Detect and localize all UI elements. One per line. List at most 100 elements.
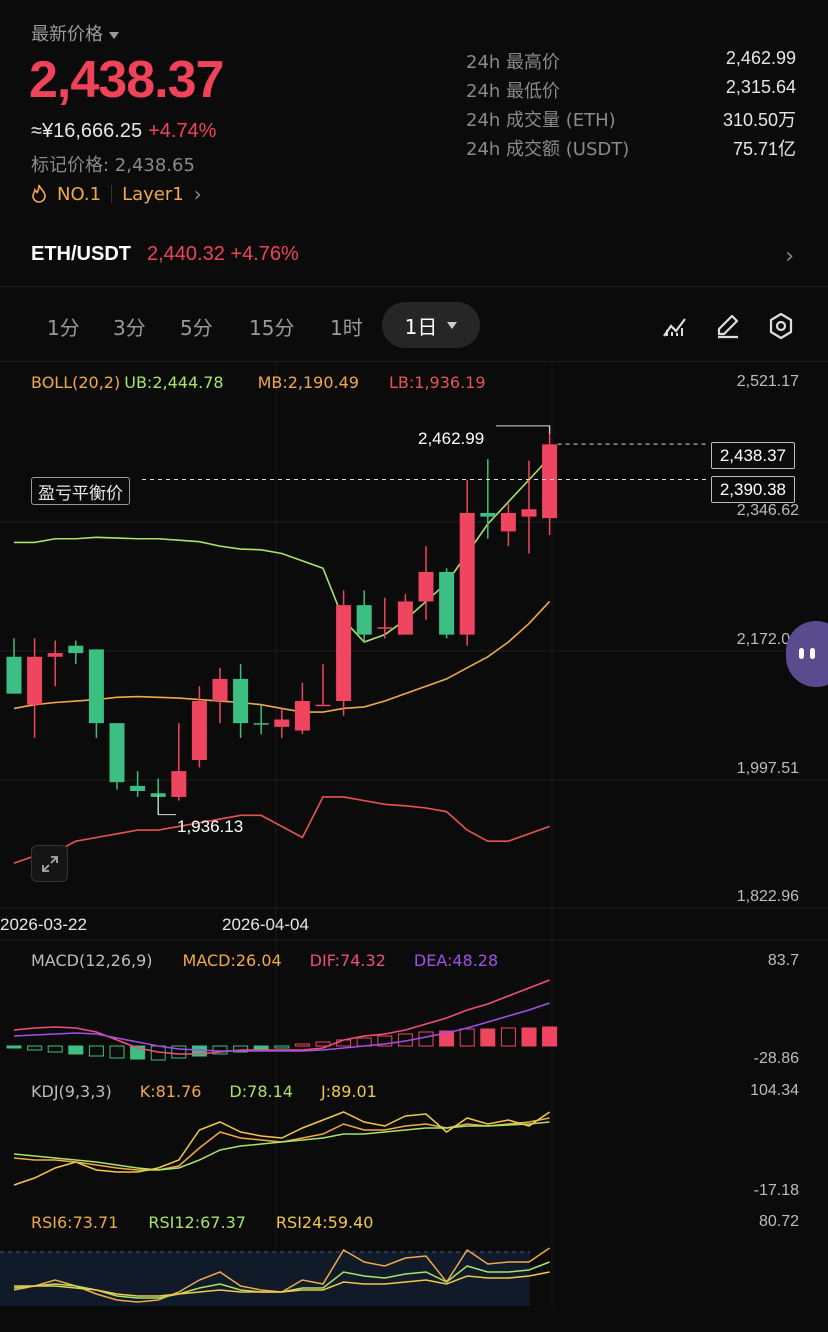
- latest-price-dropdown[interactable]: 最新价格: [31, 20, 119, 46]
- candle-body: [459, 512, 475, 635]
- candle-body: [130, 785, 146, 792]
- axis-label: -28.86: [753, 1050, 799, 1067]
- rank-tag: NO.1: [57, 183, 102, 205]
- tab-1h[interactable]: 1时: [330, 316, 363, 340]
- last-price: 2,438.37: [29, 51, 224, 109]
- candle-body: [253, 723, 269, 725]
- candle-body: [397, 601, 413, 635]
- boll-lb-line: [13, 796, 550, 865]
- settings-icon[interactable]: [767, 312, 795, 340]
- candle-body: [336, 605, 352, 702]
- candle-body: [191, 701, 207, 761]
- axis-label: 80.72: [758, 1213, 799, 1230]
- boll-name: BOLL(20,2): [31, 373, 121, 392]
- mark-price: 标记价格: 2,438.65: [31, 155, 195, 176]
- stat-row: 24h 成交额 (USDT) 75.71亿: [466, 139, 796, 160]
- candle-body: [542, 444, 558, 519]
- j-line: [13, 1111, 551, 1186]
- macd-bar: [521, 1027, 537, 1047]
- category-tag: Layer1: [122, 183, 184, 205]
- divider: [0, 286, 828, 287]
- macd-bar: [439, 1030, 455, 1047]
- macd-bar: [27, 1045, 43, 1051]
- macd-bar: [294, 1043, 310, 1047]
- candle-body: [439, 571, 455, 635]
- caret-down-icon: [447, 321, 458, 329]
- change-percent: +4.74%: [148, 120, 217, 142]
- high-leader: [496, 425, 551, 434]
- chevron-right-icon[interactable]: ›: [785, 244, 794, 269]
- candle-body: [377, 627, 393, 629]
- macd-bar: [480, 1028, 496, 1047]
- macd-bar: [459, 1028, 475, 1047]
- candle-body: [212, 678, 228, 702]
- kdj-legend: KDJ(9,3,3) K:81.76 D:78.14 J:89.01: [31, 1082, 377, 1101]
- macd-bar: [6, 1045, 22, 1049]
- candle-body: [294, 701, 310, 731]
- candle-body: [356, 605, 372, 635]
- date-label: 2026-04-04: [222, 915, 309, 934]
- stats-panel: 24h 最高价 2,462.99 24h 最低价 2,315.64 24h 成交量 …: [466, 48, 796, 164]
- macd-bar: [47, 1045, 63, 1053]
- draw-icon[interactable]: [714, 312, 742, 340]
- eye-icon: [799, 648, 804, 659]
- tag-divider: [111, 185, 113, 203]
- low-leader: [157, 794, 176, 816]
- chart-canvas[interactable]: [0, 362, 828, 1332]
- current-price-tag: 2,438.37: [710, 442, 795, 469]
- axis-label: 83.7: [767, 952, 799, 969]
- pair-row[interactable]: ETH/USDT 2,440.32 +4.76%: [31, 243, 299, 266]
- cny-value: ≈¥16,666.25: [31, 120, 143, 142]
- stat-row: 24h 成交量 (ETH) 310.50万: [466, 110, 796, 131]
- candle-body: [315, 704, 331, 707]
- boll-lb: LB:1,936.19: [388, 373, 486, 392]
- dif-line: [13, 979, 550, 1055]
- boll-legend: BOLL(20,2) UB:2,444.78 MB:2,190.49 LB:1,…: [31, 373, 486, 392]
- macd-bar: [315, 1041, 331, 1047]
- axis-label: 2,521.17: [736, 373, 799, 390]
- candle-body: [68, 645, 84, 654]
- tab-1m[interactable]: 1分: [47, 316, 80, 340]
- candle-body: [500, 512, 516, 532]
- candle-body: [418, 571, 434, 602]
- macd-bar: [500, 1027, 516, 1047]
- rsi-legend: RSI6:73.71 RSI12:67.37 RSI24:59.40: [31, 1213, 374, 1232]
- tab-1d[interactable]: 1日: [382, 302, 480, 348]
- high-label: 2,462.99: [418, 429, 485, 448]
- timeframe-bar: 1分 3分 5分 15分 1时 1日: [0, 302, 828, 348]
- macd-bar: [336, 1039, 352, 1047]
- candle-body: [6, 656, 22, 694]
- axis-label: -17.18: [753, 1182, 799, 1199]
- boll-ub: UB:2,444.78: [124, 373, 224, 392]
- assistant-bubble[interactable]: [786, 621, 828, 687]
- candle-body: [27, 656, 43, 705]
- indicator-icon[interactable]: [661, 312, 689, 340]
- date-label: 2026-03-22: [0, 915, 87, 934]
- tab-3m[interactable]: 3分: [113, 316, 146, 340]
- breakeven-label: 盈亏平衡价: [31, 477, 130, 505]
- candle-body: [480, 512, 496, 517]
- expand-button[interactable]: [31, 845, 68, 882]
- tag-row[interactable]: NO.1 Layer1 ›: [31, 182, 202, 206]
- macd-bar: [109, 1045, 125, 1059]
- macd-bar: [68, 1045, 84, 1055]
- stat-row: 24h 最高价 2,462.99: [466, 48, 796, 73]
- macd-legend: MACD(12,26,9) MACD:26.04 DIF:74.32 DEA:4…: [31, 951, 499, 970]
- candle-body: [274, 719, 290, 727]
- macd-bar: [274, 1045, 290, 1049]
- tab-15m[interactable]: 15分: [249, 316, 295, 340]
- candle-body: [47, 653, 63, 657]
- d-line: [13, 1121, 550, 1171]
- divider: [0, 361, 828, 362]
- macd-bar: [233, 1045, 249, 1053]
- axis-label: 1,997.51: [736, 760, 799, 777]
- candle-body: [109, 723, 125, 783]
- macd-bar: [171, 1045, 187, 1059]
- rsi24-line: [14, 1271, 550, 1297]
- macd-bar: [377, 1035, 393, 1047]
- pair-price: 2,440.32 +4.76%: [147, 243, 299, 265]
- macd-bar: [418, 1031, 434, 1047]
- tab-5m[interactable]: 5分: [180, 316, 213, 340]
- caret-down-icon: [109, 31, 119, 39]
- candle-body: [88, 649, 104, 724]
